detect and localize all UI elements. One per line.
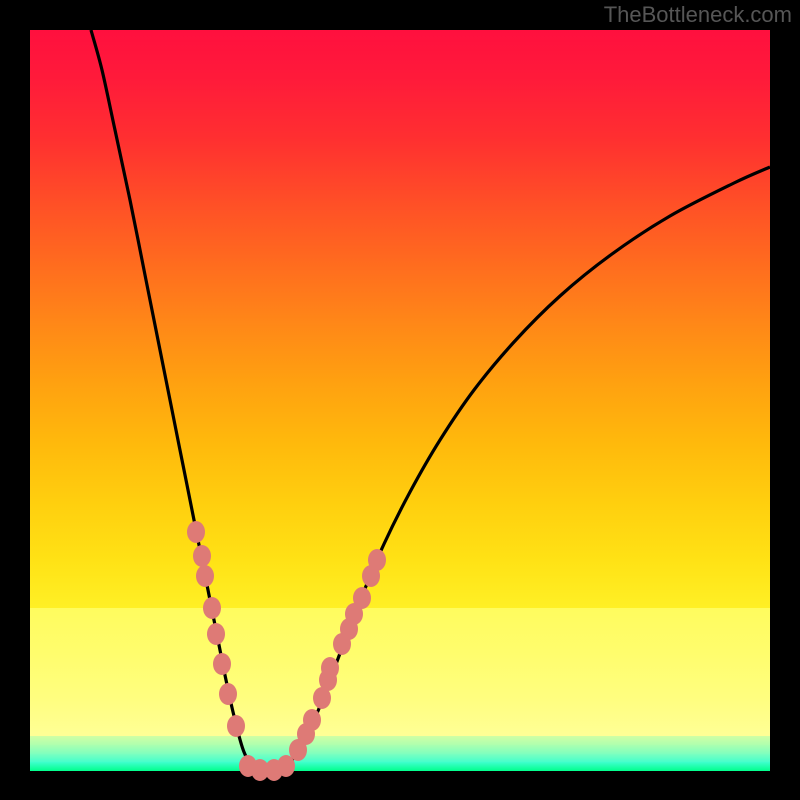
gradient-band	[30, 30, 770, 81]
data-marker	[207, 623, 225, 645]
data-marker	[321, 657, 339, 679]
outer-frame: TheBottleneck.com	[0, 0, 800, 800]
data-marker	[196, 565, 214, 587]
watermark-text: TheBottleneck.com	[604, 2, 792, 28]
gradient-band	[30, 736, 770, 746]
data-marker	[203, 597, 221, 619]
gradient-band	[30, 260, 770, 321]
background-gradient	[30, 30, 770, 771]
chart-svg	[0, 0, 800, 800]
data-marker	[193, 545, 211, 567]
gradient-band	[30, 745, 770, 755]
gradient-band	[30, 608, 770, 657]
data-marker	[213, 653, 231, 675]
gradient-band	[30, 762, 770, 771]
gradient-band	[30, 754, 770, 763]
gradient-band	[30, 700, 770, 737]
data-marker	[219, 683, 237, 705]
data-marker	[303, 709, 321, 731]
gradient-band	[30, 656, 770, 701]
gradient-band	[30, 560, 770, 609]
gradient-band	[30, 80, 770, 141]
data-marker	[353, 587, 371, 609]
gradient-band	[30, 380, 770, 441]
gradient-band	[30, 320, 770, 381]
data-marker	[227, 715, 245, 737]
gradient-band	[30, 440, 770, 501]
data-marker	[368, 549, 386, 571]
data-marker	[187, 521, 205, 543]
gradient-band	[30, 140, 770, 201]
